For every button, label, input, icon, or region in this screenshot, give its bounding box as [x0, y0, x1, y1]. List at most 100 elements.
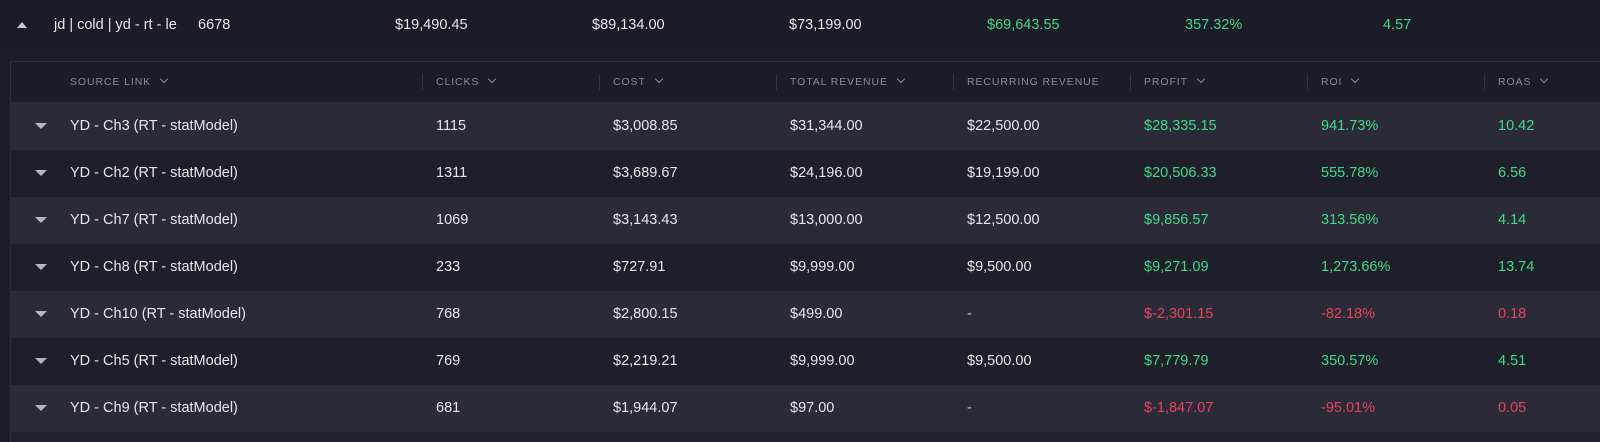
- cost-cell: $2,219.21: [613, 353, 678, 369]
- total-revenue-cell: $9,999.00: [790, 353, 855, 369]
- roas-cell: 13.74: [1498, 259, 1535, 275]
- clicks-cell: 233: [436, 259, 461, 275]
- chevron-down-icon: [488, 74, 497, 84]
- campaign-name: jd | cold | yd - rt - le: [54, 17, 177, 33]
- caret-down-icon[interactable]: [35, 123, 47, 129]
- caret-down-icon[interactable]: [35, 311, 47, 317]
- column-divider[interactable]: [776, 74, 777, 90]
- roi-cell: 1,273.66%: [1321, 259, 1391, 275]
- column-header-cost[interactable]: COST: [613, 62, 773, 102]
- clicks-cell: 1115: [436, 118, 467, 134]
- column-header-recurring-revenue[interactable]: RECURRING REVENUE: [967, 62, 1104, 102]
- profit-cell: $-2,301.15: [1144, 306, 1214, 322]
- column-divider[interactable]: [599, 74, 600, 90]
- table-row[interactable]: YD - Ch10 (RT - statModel) 768 $2,800.15…: [11, 291, 1600, 338]
- column-label: CLICKS: [436, 76, 480, 88]
- column-divider[interactable]: [422, 74, 423, 90]
- cost-cell: $3,689.67: [613, 165, 678, 181]
- roi-cell: 350.57%: [1321, 353, 1379, 369]
- recurring-revenue-cell: $22,500.00: [967, 118, 1040, 134]
- roi-cell: 941.73%: [1321, 118, 1379, 134]
- source-link-cell[interactable]: YD - Ch3 (RT - statModel): [70, 118, 238, 134]
- column-header-roas[interactable]: ROAS: [1498, 62, 1598, 102]
- roas-cell: 6.56: [1498, 165, 1527, 181]
- clicks-cell: 769: [436, 353, 461, 369]
- table-header: SOURCE LINK CLICKS COST TOTAL REVENUE RE…: [11, 62, 1600, 103]
- parent-cost: $19,490.45: [395, 17, 468, 33]
- chevron-down-icon: [896, 74, 906, 84]
- table-row[interactable]: YD - Ch5 (RT - statModel) 769 $2,219.21 …: [11, 338, 1600, 385]
- parent-clicks: 6678: [198, 17, 231, 33]
- total-revenue-cell: $13,000.00: [790, 212, 863, 228]
- caret-down-icon[interactable]: [35, 405, 47, 411]
- roas-cell: 0.18: [1498, 306, 1527, 322]
- profit-cell: $-1,847.07: [1144, 400, 1214, 416]
- column-header-source-link[interactable]: SOURCE LINK: [70, 62, 400, 102]
- column-divider[interactable]: [953, 74, 954, 90]
- caret-down-icon[interactable]: [35, 170, 47, 176]
- column-header-clicks[interactable]: CLICKS: [436, 62, 596, 102]
- clicks-cell: 1311: [436, 165, 468, 181]
- table-row[interactable]: YD - Ch3 (RT - statModel) 1115 $3,008.85…: [11, 103, 1600, 150]
- source-link-cell[interactable]: YD - Ch9 (RT - statModel): [70, 400, 238, 416]
- source-link-cell[interactable]: YD - Ch5 (RT - statModel): [70, 353, 238, 369]
- caret-down-icon[interactable]: [35, 264, 47, 270]
- recurring-revenue-cell: $9,500.00: [967, 353, 1032, 369]
- column-header-roi[interactable]: ROI: [1321, 62, 1481, 102]
- profit-cell: $9,856.57: [1144, 212, 1209, 228]
- table-row[interactable]: YD - Ch2 (RT - statModel) 1311 $3,689.67…: [11, 150, 1600, 197]
- clicks-cell: 768: [436, 306, 461, 322]
- campaign-row-parent[interactable]: jd | cold | yd - rt - le 6678 $19,490.45…: [0, 0, 1600, 52]
- total-revenue-cell: $97.00: [790, 400, 835, 416]
- parent-roi: 357.32%: [1185, 17, 1243, 33]
- roi-cell: 313.56%: [1321, 212, 1379, 228]
- table-row[interactable]: YD - Ch9 (RT - statModel) 681 $1,944.07 …: [11, 385, 1600, 432]
- profit-cell: $20,506.33: [1144, 165, 1217, 181]
- source-link-cell[interactable]: YD - Ch2 (RT - statModel): [70, 165, 238, 181]
- cost-cell: $3,143.43: [613, 212, 678, 228]
- clicks-cell: 1069: [436, 212, 469, 228]
- cost-cell: $3,008.85: [613, 118, 678, 134]
- caret-down-icon[interactable]: [35, 217, 47, 223]
- chevron-down-icon: [159, 74, 169, 84]
- column-label: RECURRING REVENUE: [967, 76, 1100, 88]
- source-link-cell[interactable]: YD - Ch8 (RT - statModel): [70, 259, 238, 275]
- clicks-cell: 681: [436, 400, 461, 416]
- cost-cell: $1,944.07: [613, 400, 678, 416]
- total-revenue-cell: $24,196.00: [790, 165, 863, 181]
- source-link-cell[interactable]: YD - Ch7 (RT - statModel): [70, 212, 238, 228]
- chevron-down-icon: [1351, 74, 1360, 84]
- column-label: TOTAL REVENUE: [790, 76, 888, 88]
- recurring-revenue-cell: $9,500.00: [967, 259, 1032, 275]
- recurring-revenue-cell: -: [967, 306, 972, 322]
- column-header-total-revenue[interactable]: TOTAL REVENUE: [790, 62, 960, 102]
- roi-cell: -82.18%: [1321, 306, 1376, 322]
- column-label: COST: [613, 76, 646, 88]
- recurring-revenue-cell: -: [967, 400, 972, 416]
- caret-up-icon[interactable]: [17, 22, 27, 28]
- total-revenue-cell: $31,344.00: [790, 118, 863, 134]
- caret-down-icon[interactable]: [35, 358, 47, 364]
- column-header-profit[interactable]: PROFIT: [1144, 62, 1304, 102]
- chevron-down-icon: [1196, 74, 1206, 84]
- cost-cell: $727.91: [613, 259, 666, 275]
- column-label: ROI: [1321, 76, 1343, 88]
- roas-cell: 10.42: [1498, 118, 1535, 134]
- roi-cell: 555.78%: [1321, 165, 1379, 181]
- column-divider[interactable]: [1307, 74, 1308, 90]
- total-revenue-cell: $499.00: [790, 306, 843, 322]
- table-row[interactable]: YD - Ch7 (RT - statModel) 1069 $3,143.43…: [11, 197, 1600, 244]
- source-link-cell[interactable]: YD - Ch10 (RT - statModel): [70, 306, 246, 322]
- column-label: ROAS: [1498, 76, 1532, 88]
- roi-cell: -95.01%: [1321, 400, 1376, 416]
- total-revenue-cell: $9,999.00: [790, 259, 855, 275]
- profit-cell: $28,335.15: [1144, 118, 1217, 134]
- column-divider[interactable]: [1130, 74, 1131, 90]
- roas-cell: 4.14: [1498, 212, 1527, 228]
- column-label: SOURCE LINK: [70, 76, 152, 88]
- parent-total-revenue: $89,134.00: [592, 17, 665, 33]
- column-divider[interactable]: [1484, 74, 1485, 90]
- table-row[interactable]: YD - Ch8 (RT - statModel) 233 $727.91 $9…: [11, 244, 1600, 291]
- recurring-revenue-cell: $19,199.00: [967, 165, 1040, 181]
- roas-cell: 4.51: [1498, 353, 1527, 369]
